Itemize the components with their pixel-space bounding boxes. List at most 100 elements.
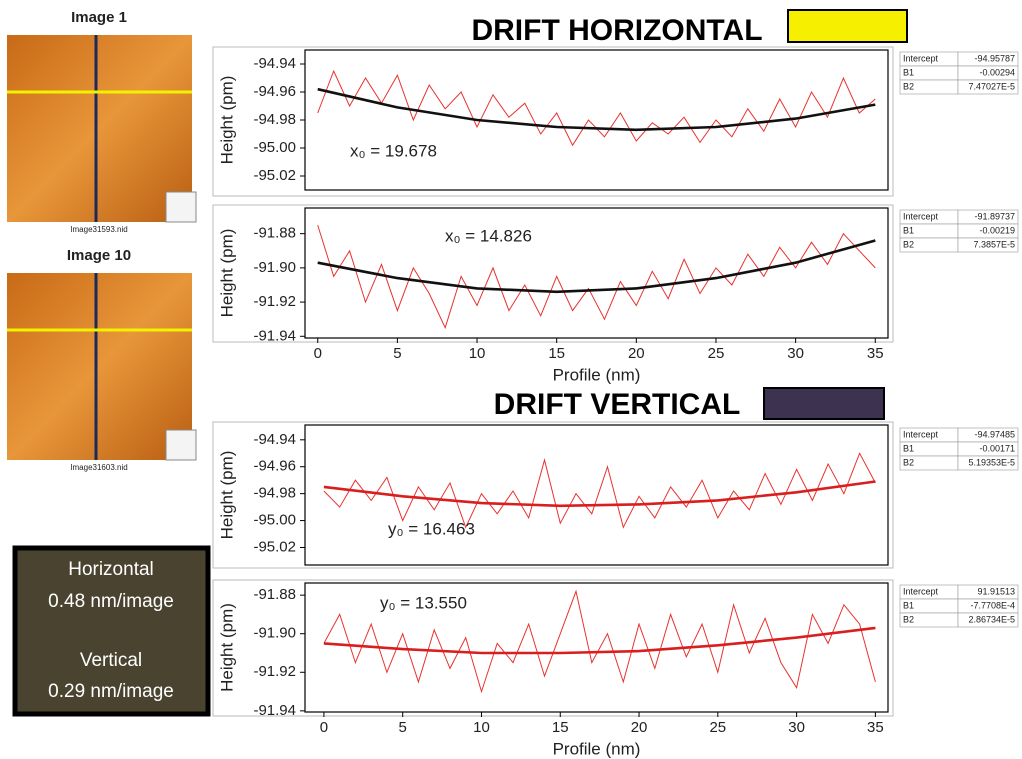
- fit-curve: [323, 480, 876, 508]
- y-tick-label: -94.98: [253, 111, 296, 128]
- fit-curve: [323, 626, 876, 655]
- x-tick-label: 35: [867, 345, 884, 362]
- x-axis-label: Profile (nm): [553, 365, 641, 384]
- table-value: 7.47027E-5: [968, 81, 1015, 91]
- x-tick-label: 10: [473, 719, 490, 736]
- table-key: Intercept: [903, 429, 939, 439]
- color-swatch: [763, 387, 885, 420]
- y-tick-label: -94.96: [253, 83, 296, 100]
- x-axis-label: Profile (nm): [553, 739, 641, 758]
- x-tick-label: 10: [469, 345, 486, 362]
- table-key: B1: [903, 67, 914, 77]
- y-tick-label: -94.94: [253, 55, 296, 72]
- table-cell: [957, 455, 1019, 471]
- x-tick-label: 35: [867, 719, 884, 736]
- fit-curve: [317, 87, 876, 132]
- y-tick-label: -91.92: [253, 293, 296, 310]
- panel: [212, 579, 894, 717]
- table-value: 7.3857E-5: [973, 239, 1015, 249]
- annotation: x₀ = 14.826: [445, 226, 532, 245]
- plot-frame: [304, 207, 889, 339]
- table-value: -0.00219: [979, 225, 1015, 235]
- x-tick-label: 15: [548, 345, 565, 362]
- color-swatch: [787, 9, 908, 43]
- summary-text: 0.29 nm/image: [48, 681, 174, 702]
- annotation: y₀ = 16.463: [388, 519, 475, 538]
- table-key: Intercept: [903, 586, 939, 596]
- table-value: -94.97485: [974, 429, 1015, 439]
- panel: [212, 46, 894, 197]
- table-value: -91.89737: [974, 211, 1015, 221]
- data-line: [317, 224, 876, 330]
- file-icon: [165, 191, 197, 223]
- summary-box: [12, 545, 211, 717]
- section-title: DRIFT VERTICAL: [494, 388, 741, 421]
- table-key: B2: [903, 457, 914, 467]
- x-tick-label: 20: [631, 719, 648, 736]
- y-tick-label: -91.90: [253, 625, 296, 642]
- summary-text: Vertical: [80, 650, 142, 671]
- y-axis-label: Height (pm): [217, 603, 236, 692]
- y-tick-label: -95.00: [253, 512, 296, 529]
- y-axis-label: Height (pm): [217, 451, 236, 540]
- table-key: B1: [903, 443, 914, 453]
- y-tick-label: -95.02: [253, 167, 296, 184]
- x-tick-label: 15: [552, 719, 569, 736]
- x-tick-label: 0: [314, 345, 322, 362]
- table-key: B1: [903, 225, 914, 235]
- data-line: [323, 589, 876, 694]
- x-tick-label: 5: [393, 345, 401, 362]
- y-tick-label: -91.94: [253, 702, 296, 719]
- y-axis-label: Height (pm): [217, 76, 236, 165]
- x-tick-label: 30: [787, 345, 804, 362]
- annotation: y₀ = 13.550: [380, 593, 467, 612]
- x-tick-label: 25: [708, 345, 725, 362]
- afm-image: [7, 35, 192, 222]
- y-tick-label: -94.98: [253, 485, 296, 502]
- table-key: B2: [903, 81, 914, 91]
- table-value: -0.00171: [979, 443, 1015, 453]
- summary-text: Horizontal: [68, 559, 154, 580]
- y-tick-label: -91.92: [253, 663, 296, 680]
- table-value: 2.86734E-5: [968, 614, 1015, 624]
- image-file: Image31603.nid: [70, 463, 127, 472]
- x-tick-label: 30: [788, 719, 805, 736]
- y-tick-label: -91.88: [253, 225, 296, 242]
- table-key: Intercept: [903, 211, 939, 221]
- y-axis-label: Height (pm): [217, 229, 236, 318]
- image-label: Image 10: [67, 247, 131, 264]
- afm-image: [7, 273, 192, 460]
- plot-frame: [304, 424, 889, 566]
- section-title: DRIFT HORIZONTAL: [471, 14, 762, 47]
- table-key: B2: [903, 614, 914, 624]
- data-line: [323, 452, 876, 529]
- table-cell: [957, 79, 1019, 95]
- table-cell: [957, 612, 1019, 628]
- table-value: -7.7708E-4: [970, 600, 1015, 610]
- table-value: -0.00294: [979, 67, 1015, 77]
- table-key: Intercept: [903, 53, 939, 63]
- table-value: 91.91513: [977, 586, 1015, 596]
- table-value: -94.95787: [974, 53, 1015, 63]
- file-icon: [165, 429, 197, 461]
- table-cell: [957, 237, 1019, 253]
- y-tick-label: -95.02: [253, 538, 296, 555]
- image-label: Image 1: [71, 9, 127, 26]
- table-key: B2: [903, 239, 914, 249]
- y-tick-label: -91.88: [253, 586, 296, 603]
- x-tick-label: 5: [399, 719, 407, 736]
- x-tick-label: 0: [320, 719, 328, 736]
- x-tick-label: 20: [628, 345, 645, 362]
- y-tick-label: -94.96: [253, 458, 296, 475]
- table-value: 5.19353E-5: [968, 457, 1015, 467]
- y-tick-label: -91.94: [253, 327, 296, 344]
- fit-curve: [317, 239, 876, 294]
- y-tick-label: -91.90: [253, 259, 296, 276]
- y-tick-label: -94.94: [253, 431, 296, 448]
- y-tick-label: -95.00: [253, 139, 296, 156]
- panel: [212, 204, 894, 343]
- summary-text: 0.48 nm/image: [48, 591, 174, 612]
- table-key: B1: [903, 600, 914, 610]
- image-file: Image31593.nid: [70, 225, 127, 234]
